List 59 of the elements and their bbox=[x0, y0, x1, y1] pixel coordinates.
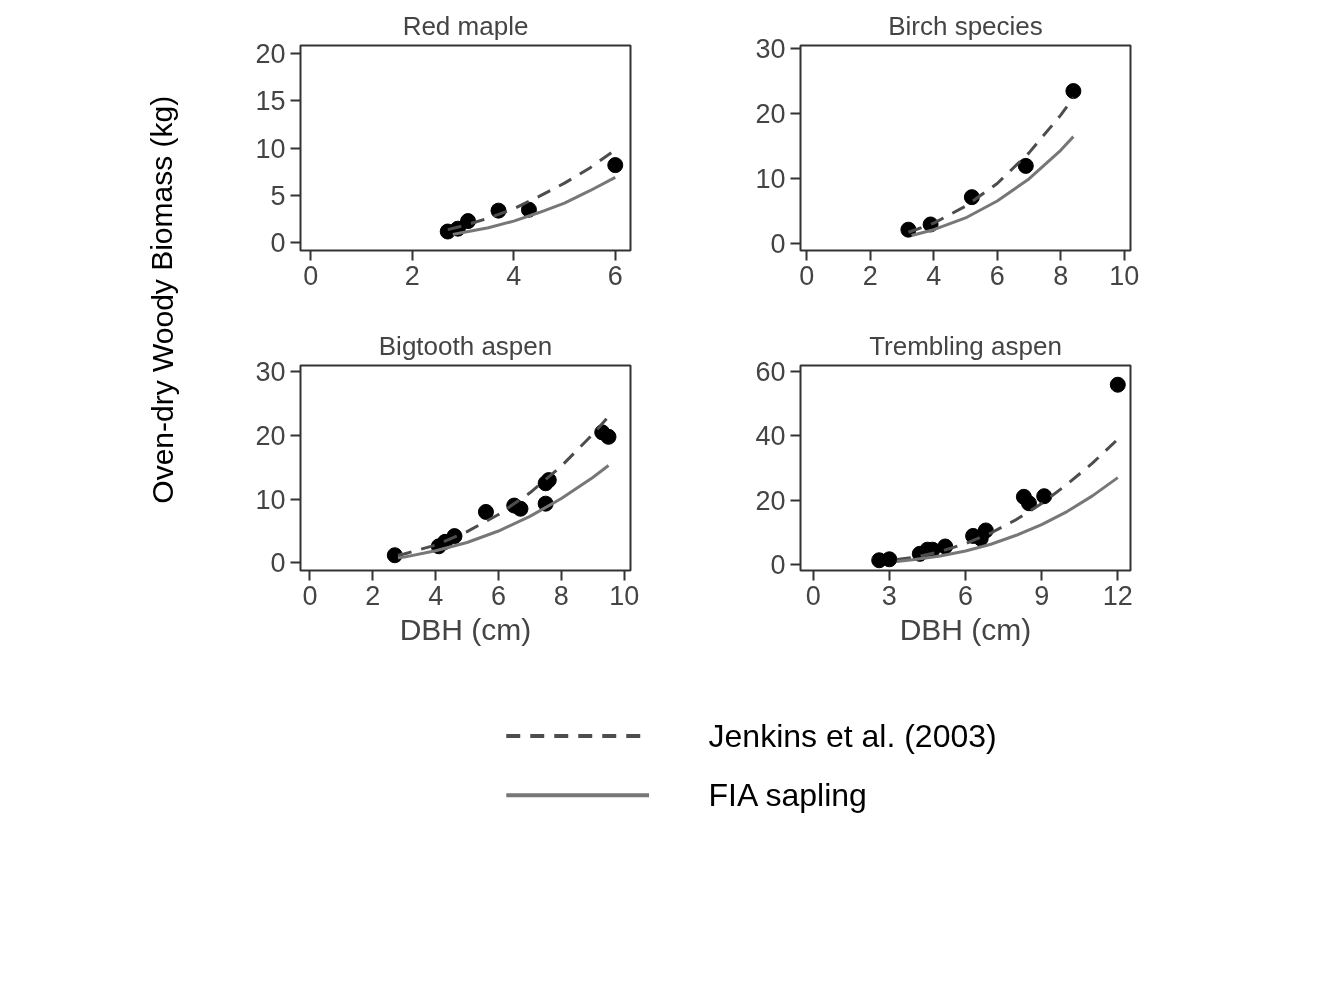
x-tick-label: 9 bbox=[1034, 580, 1050, 611]
y-tick-label: 0 bbox=[270, 228, 286, 259]
x-tick-label: 4 bbox=[926, 260, 942, 291]
point bbox=[477, 503, 494, 520]
x-tick-label: 10 bbox=[1109, 260, 1140, 291]
y-tick-label: 60 bbox=[755, 357, 786, 388]
x-tick-label: 4 bbox=[428, 580, 444, 611]
x-tick-label: 2 bbox=[862, 260, 878, 291]
point bbox=[512, 500, 529, 517]
y-tick-label: 5 bbox=[270, 180, 286, 211]
point bbox=[1065, 83, 1082, 100]
point bbox=[607, 157, 624, 174]
y-tick-label: 0 bbox=[770, 229, 786, 260]
x-tick-label: 0 bbox=[799, 260, 815, 291]
point bbox=[977, 522, 994, 539]
legend-label: Jenkins et al. (2003) bbox=[708, 717, 997, 754]
point bbox=[1109, 376, 1126, 393]
x-tick-label: 2 bbox=[404, 260, 420, 291]
x-tick-label: 6 bbox=[989, 260, 1005, 291]
chart-title: Trembling aspen bbox=[869, 330, 1062, 361]
x-tick-label: 4 bbox=[506, 260, 522, 291]
x-tick-label: 0 bbox=[302, 580, 318, 611]
x-tick-label: 8 bbox=[553, 580, 569, 611]
y-tick-label: 30 bbox=[755, 34, 786, 65]
point bbox=[460, 213, 477, 230]
y-tick-label: 10 bbox=[255, 484, 286, 515]
x-tick-label: 12 bbox=[1102, 580, 1133, 611]
x-tick-label: 0 bbox=[303, 260, 319, 291]
y-tick-label: 0 bbox=[270, 548, 286, 579]
x-axis-title: DBH (cm) bbox=[899, 612, 1032, 646]
point bbox=[600, 428, 617, 445]
x-tick-label: 3 bbox=[881, 580, 897, 611]
y-tick-label: 40 bbox=[755, 421, 786, 452]
x-tick-label: 6 bbox=[490, 580, 507, 611]
point bbox=[881, 551, 898, 568]
y-tick-label: 20 bbox=[755, 99, 786, 130]
y-tick-label: 20 bbox=[255, 38, 286, 69]
y-tick-label: 30 bbox=[255, 357, 286, 388]
y-tick-label: 20 bbox=[755, 485, 786, 516]
y-axis-title: Oven-dry Woody Biomass (kg) bbox=[145, 95, 179, 504]
y-tick-label: 10 bbox=[255, 133, 286, 164]
point bbox=[1017, 157, 1034, 174]
x-axis-title: DBH (cm) bbox=[399, 612, 532, 646]
chart-title: Birch species bbox=[888, 10, 1043, 41]
y-tick-label: 15 bbox=[255, 86, 286, 117]
point bbox=[1036, 488, 1053, 505]
x-tick-label: 0 bbox=[805, 580, 821, 611]
x-tick-label: 10 bbox=[609, 580, 640, 611]
x-tick-label: 8 bbox=[1053, 260, 1069, 291]
x-tick-label: 6 bbox=[957, 580, 974, 611]
point bbox=[1020, 495, 1037, 512]
chart-title: Red maple bbox=[402, 10, 529, 41]
y-tick-label: 20 bbox=[255, 421, 286, 452]
y-tick-label: 0 bbox=[770, 549, 786, 580]
x-tick-label: 6 bbox=[607, 260, 623, 291]
chart-title: Bigtooth aspen bbox=[378, 330, 553, 361]
y-tick-label: 10 bbox=[755, 164, 786, 195]
x-tick-label: 2 bbox=[365, 580, 381, 611]
legend-label: FIA sapling bbox=[708, 777, 867, 814]
